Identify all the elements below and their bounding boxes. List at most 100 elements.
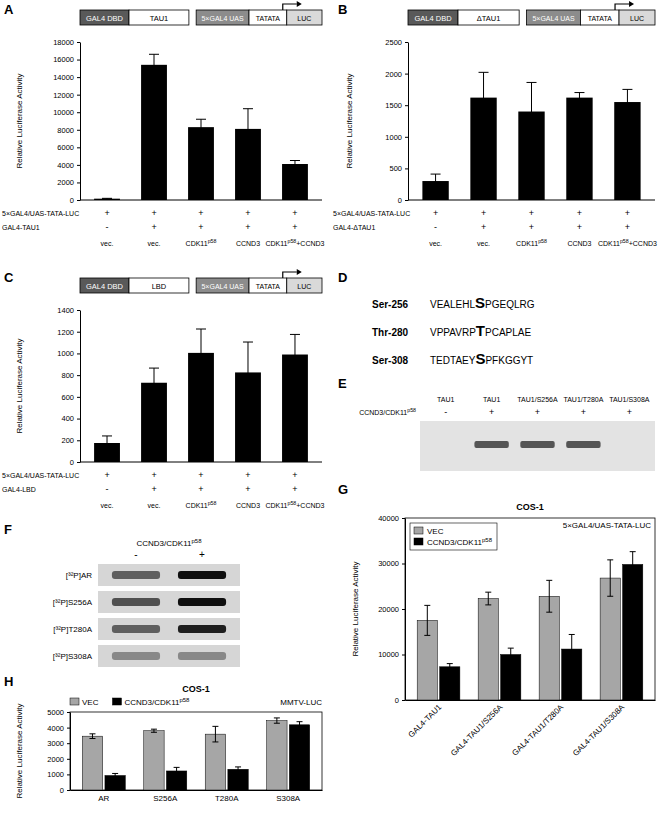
condition-value: + <box>581 407 586 417</box>
error-stem <box>107 436 108 450</box>
y-tick-mark <box>77 310 80 311</box>
error-cap <box>243 149 253 150</box>
error-cap <box>102 450 112 451</box>
y-tick-label: 2000 <box>47 755 64 764</box>
y-tick-mark <box>402 700 405 701</box>
y-tick: 2500 <box>385 38 408 47</box>
y-tick: 1200 <box>57 328 80 337</box>
error-stem <box>627 89 628 114</box>
error-bar <box>89 734 95 739</box>
text-part: CCND3/CDK11 <box>124 698 180 707</box>
promoter-arrowhead <box>629 1 634 7</box>
row-value: - <box>106 222 109 232</box>
error-stem <box>510 648 511 661</box>
bar <box>566 98 592 200</box>
error-stem <box>176 767 177 774</box>
error-cap <box>235 771 241 772</box>
error-cap <box>622 114 632 115</box>
y-tick-label: 10000 <box>378 650 399 659</box>
text-part: +CCND3 <box>296 240 324 247</box>
error-cap <box>112 773 118 774</box>
plot-area <box>422 72 640 200</box>
row-label: [³²P]AR <box>66 571 92 580</box>
error-cap <box>297 721 303 722</box>
construct-box <box>129 10 189 25</box>
x-tick-label: GAL4-TAU1/S308A <box>571 702 627 758</box>
error-cap <box>212 741 218 742</box>
y-tick-mark <box>402 609 405 610</box>
site-residue: S <box>475 294 485 311</box>
superscript: p58 <box>538 238 547 244</box>
bar <box>141 65 167 200</box>
error-bar <box>235 767 241 772</box>
category-label: CDK11p58 <box>516 238 547 247</box>
condition-value: - <box>134 549 137 560</box>
x-tick-label: GAL4-TAU1/S256A <box>449 702 505 758</box>
category-label: CCND3 <box>567 240 591 247</box>
reporter-box <box>249 10 287 25</box>
plot-frame <box>70 712 322 790</box>
row-value: - <box>106 484 109 494</box>
row-value: + <box>292 208 297 218</box>
error-cap <box>479 72 489 73</box>
band <box>178 652 226 660</box>
band <box>474 441 508 448</box>
error-stem <box>299 722 300 728</box>
bar <box>205 734 225 790</box>
legend: VECCCND3/CDK11p58 <box>410 523 497 550</box>
y-tick-label: 18000 <box>53 38 74 47</box>
y-axis-title: Relative Luciferase Activity <box>351 561 360 656</box>
error-stem <box>247 109 248 149</box>
x-tick: GAL4-TAU1/S256A <box>449 700 505 758</box>
error-bar <box>290 161 300 168</box>
legend-swatch <box>414 527 423 534</box>
error-cap <box>424 635 430 636</box>
lane-label: TAU1/S308A <box>609 396 650 403</box>
x-axis: GAL4-TAU1GAL4-TAU1/S256AGAL4-TAU1/T280AG… <box>406 700 656 758</box>
bar <box>614 102 640 200</box>
y-tick-mark <box>402 518 405 519</box>
y-tick: 0 <box>70 458 80 467</box>
error-stem <box>531 82 532 140</box>
condition-label: CCND3/CDK11p58 <box>137 538 203 548</box>
promoter-arrow <box>283 272 297 278</box>
category-label: vec. <box>101 502 114 509</box>
schematic: GAL4 DBDΔTAU15×GAL4 UASTATATALUC <box>408 1 655 25</box>
row-value: + <box>625 208 630 218</box>
y-tick-mark <box>77 200 80 201</box>
panel-label: G <box>338 482 348 497</box>
y-axis: 010002000300040005000 <box>47 708 70 795</box>
error-bar <box>431 174 441 188</box>
error-cap <box>196 376 206 377</box>
error-bar <box>630 552 636 577</box>
y-tick: 1400 <box>57 306 80 315</box>
y-tick-mark <box>405 42 408 43</box>
panel-label: B <box>338 2 347 17</box>
x-tick: S256A <box>153 790 178 803</box>
bar <box>228 769 248 790</box>
y-axis: 0200400600800100012001400 <box>57 306 80 467</box>
row-value: + <box>245 208 250 218</box>
reporter-box <box>287 278 322 293</box>
y-tick-mark <box>402 655 405 656</box>
residue: G <box>527 299 535 310</box>
panel-label: F <box>4 522 12 537</box>
bar <box>501 655 521 701</box>
x-tick: S308A <box>276 790 301 803</box>
gel-strip <box>98 645 240 667</box>
error-cap <box>290 167 300 168</box>
figure: AGAL4 DBDTAU15×GAL4 UASTATATALUCRelative… <box>0 0 664 821</box>
residue: C <box>492 327 499 338</box>
error-cap <box>89 738 95 739</box>
x-tick: GAL4-TAU1/T280A <box>510 700 565 758</box>
residue: R <box>462 327 469 338</box>
y-tick: 2000 <box>57 178 80 187</box>
error-bar <box>243 109 253 149</box>
reporter-box <box>196 278 249 293</box>
x-tick-label: GAL4-TAU1 <box>407 702 444 739</box>
category-label: vec. <box>148 240 161 247</box>
y-tick: 0 <box>60 786 70 795</box>
error-bar <box>102 436 112 450</box>
category-label: vec. <box>477 240 490 247</box>
y-tick-mark <box>77 165 80 166</box>
